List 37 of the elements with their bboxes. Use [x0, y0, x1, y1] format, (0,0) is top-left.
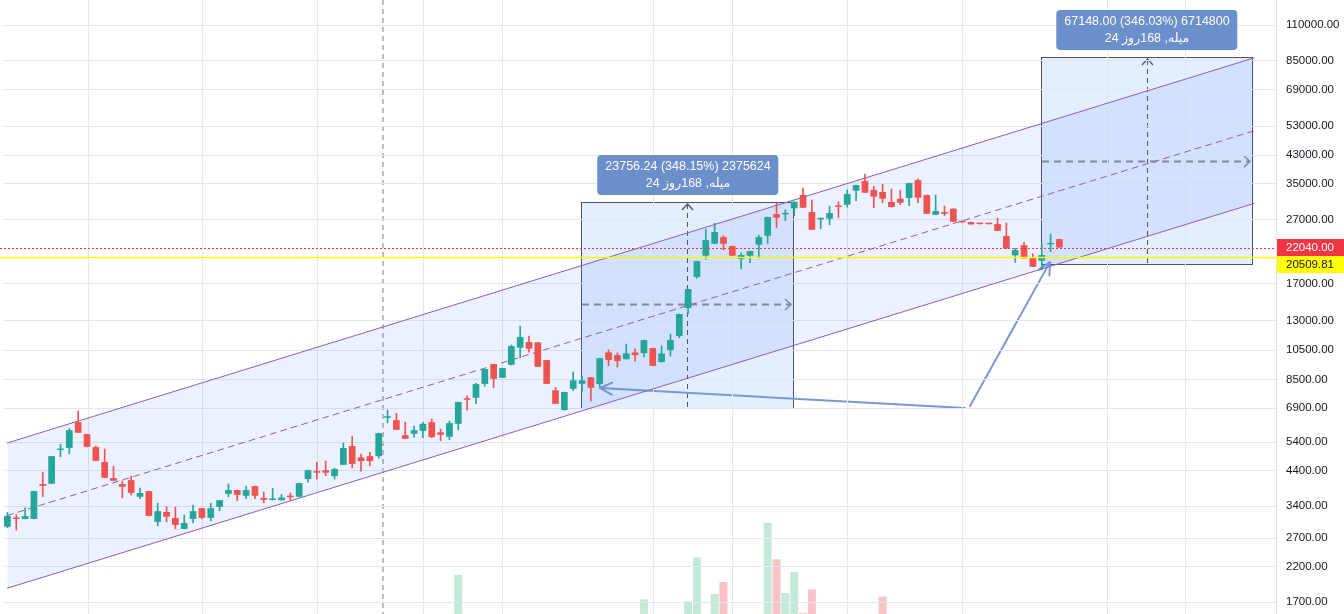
y-tick-label: 43000.00 — [1286, 148, 1334, 161]
candlestick — [322, 460, 330, 477]
candlestick — [463, 395, 471, 411]
y-tick-label: 8500.00 — [1286, 372, 1328, 385]
ref-line-label: 20509.81 — [1286, 258, 1334, 271]
y-tick-label: 3400.00 — [1286, 499, 1328, 512]
candlestick — [313, 462, 321, 480]
y-tick-label: 35000.00 — [1286, 176, 1334, 189]
ref-line-label: 22040.00 — [1286, 241, 1334, 254]
y-tick-label: 2700.00 — [1286, 531, 1328, 544]
candlestick — [631, 348, 639, 362]
y-tick-label: 85000.00 — [1286, 53, 1334, 66]
bar — [878, 596, 887, 614]
y-tick-label: 69000.00 — [1286, 82, 1334, 95]
y-tick-label: 110000.00 — [1286, 18, 1340, 31]
candlestick — [39, 471, 47, 498]
y-tick-label: 2200.00 — [1286, 559, 1328, 572]
bar — [710, 593, 719, 614]
candlestick — [12, 514, 20, 531]
y-tick-label: 1700.00 — [1286, 595, 1328, 608]
y-tick-label: 27000.00 — [1286, 212, 1334, 225]
y-tick-label: 17000.00 — [1286, 276, 1334, 289]
candlestick — [401, 421, 409, 440]
bar — [763, 522, 772, 614]
bar — [639, 599, 648, 614]
candlestick — [357, 453, 365, 472]
y-tick-label: 5400.00 — [1286, 435, 1328, 448]
candlestick — [578, 375, 586, 392]
y-tick-label: 6900.00 — [1286, 401, 1328, 414]
y-tick-label: 13000.00 — [1286, 313, 1334, 326]
y-tick-label: 4400.00 — [1286, 463, 1328, 476]
candlestick — [21, 507, 29, 520]
y-tick-label: 53000.00 — [1286, 119, 1334, 132]
candlestick — [260, 491, 268, 504]
bar — [454, 574, 463, 614]
bar — [772, 559, 781, 614]
y-tick-label: 10500.00 — [1286, 343, 1334, 356]
